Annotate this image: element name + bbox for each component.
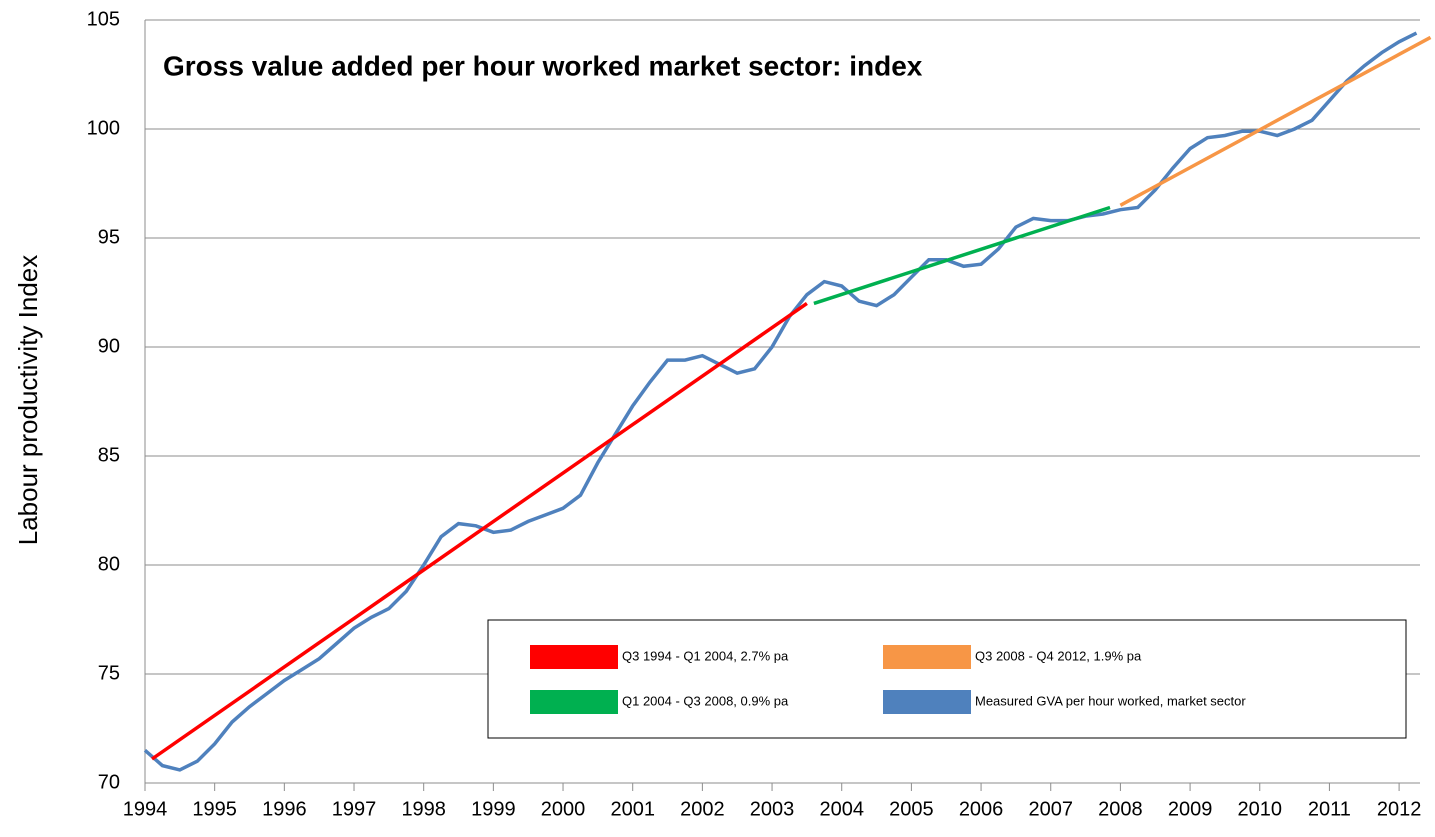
- x-tick-label: 2001: [610, 798, 655, 820]
- x-tick-label: 1999: [471, 798, 516, 820]
- y-tick-label: 85: [98, 444, 120, 466]
- y-tick-label: 75: [98, 662, 120, 684]
- legend-box: [487, 619, 1407, 739]
- series-line: [813, 205, 1111, 306]
- x-tick-label: 2009: [1168, 798, 1213, 820]
- x-tick-label: 2010: [1238, 798, 1283, 820]
- x-tick-label: 1997: [332, 798, 377, 820]
- y-tick-label: 105: [87, 8, 120, 30]
- y-tick-label: 100: [87, 117, 120, 139]
- x-tick-label: 2008: [1098, 798, 1143, 820]
- legend-label: Q3 2008 - Q4 2012, 1.9% pa: [975, 648, 1142, 663]
- x-tick-label: 2004: [819, 798, 864, 820]
- y-tick-label: 70: [98, 771, 120, 793]
- x-tick-label: 2012: [1377, 798, 1422, 820]
- x-tick-label: 2000: [541, 798, 586, 820]
- x-tick-label: 1994: [123, 798, 168, 820]
- legend-swatch: [530, 690, 618, 714]
- x-tick-label: 2011: [1308, 798, 1351, 820]
- x-tick-label: 2005: [889, 798, 934, 820]
- x-tick-label: 1995: [192, 798, 237, 820]
- y-tick-label: 95: [98, 226, 120, 248]
- series-line: [1119, 35, 1432, 207]
- x-tick-label: 1998: [401, 798, 446, 820]
- series-line: [143, 31, 1418, 772]
- x-tick-label: 1996: [262, 798, 307, 820]
- x-tick-label: 2002: [680, 798, 725, 820]
- series-line: [151, 301, 808, 761]
- legend-swatch: [883, 645, 971, 669]
- x-tick-label: 2006: [959, 798, 1004, 820]
- x-tick-label: 2003: [750, 798, 795, 820]
- y-axis-label: Labour productivity Index: [13, 255, 43, 546]
- chart-title: Gross value added per hour worked market…: [163, 50, 923, 81]
- y-tick-label: 90: [98, 335, 120, 357]
- legend-label: Q3 1994 - Q1 2004, 2.7% pa: [622, 648, 789, 663]
- x-tick-label: 2007: [1028, 798, 1073, 820]
- y-tick-label: 80: [98, 553, 120, 575]
- legend-swatch: [530, 645, 618, 669]
- legend-swatch: [883, 690, 971, 714]
- legend-label: Q1 2004 - Q3 2008, 0.9% pa: [622, 693, 789, 708]
- legend-label: Measured GVA per hour worked, market sec…: [975, 693, 1246, 708]
